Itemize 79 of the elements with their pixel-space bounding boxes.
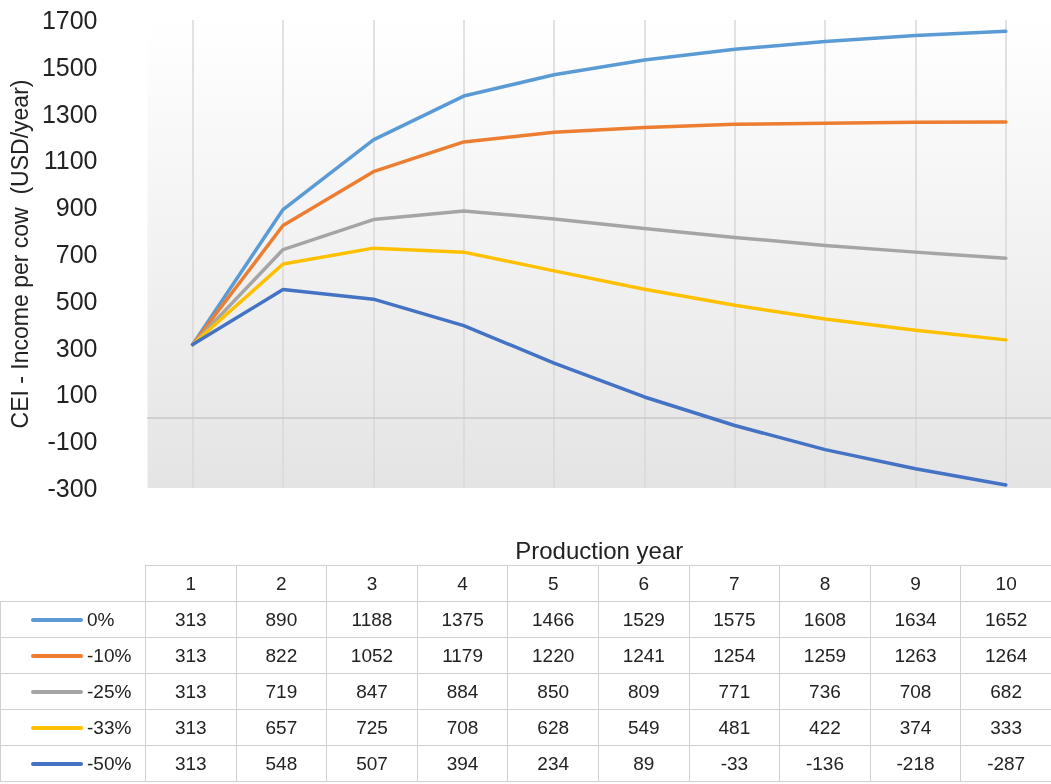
data-label: 394 [417,745,508,782]
x-tick-label: 1 [145,565,237,602]
data-label: 725 [326,709,418,746]
legend-label: -10% [87,644,132,666]
data-label: 1259 [779,637,871,674]
y-tick-label: 1700 [41,6,98,34]
data-label: 313 [145,673,237,710]
data-label: 333 [960,709,1051,746]
y-tick-label: 500 [55,286,98,315]
x-tick-label: 3 [326,565,418,602]
data-label: -287 [960,745,1051,782]
y-tick-label: 700 [55,240,98,268]
data-label: 1529 [598,601,690,638]
y-tick-label: -100 [47,427,98,456]
legend-label: -25% [87,680,132,702]
data-label: 708 [870,673,961,710]
x-axis-title: Production year [515,536,684,564]
y-tick-label: 1500 [41,52,98,81]
data-label: 771 [689,673,780,710]
data-label: 1466 [507,601,599,638]
data-label: -136 [779,745,871,782]
y-tick-label: 100 [55,380,98,409]
x-tick-label: 5 [507,565,599,602]
data-label: 422 [779,709,871,746]
y-tick-label: 300 [55,333,98,362]
data-label: 234 [507,745,599,782]
data-label: -33 [689,745,780,782]
data-label: 89 [598,745,690,782]
data-label: 682 [960,673,1051,710]
data-label: 884 [417,673,508,710]
legend-label: 0% [87,608,115,630]
data-label: 847 [326,673,418,710]
data-label: 1608 [779,601,871,638]
data-label: 313 [145,601,237,638]
data-label: 1264 [960,637,1051,674]
x-tick-label: 7 [689,565,780,602]
data-label: 549 [598,709,690,746]
data-label: 313 [145,709,237,746]
data-label: 1254 [689,637,780,674]
data-label: 719 [236,673,327,710]
data-label: 481 [689,709,780,746]
legend-label: -50% [87,752,132,774]
x-tick-label: 6 [598,565,690,602]
data-label: 628 [507,709,599,746]
y-axis-title: CEI - Income per cow (USD/year) [6,79,33,429]
line-series [190,287,1008,487]
data-label: -218 [870,745,961,782]
data-label: 313 [145,745,237,782]
x-tick-label: 2 [236,565,327,602]
y-tick-label: 900 [55,193,98,222]
y-tick-label: -300 [47,474,98,502]
x-tick-label: 10 [960,565,1051,602]
data-label: 1652 [960,601,1051,638]
x-tick-label: 4 [417,565,508,602]
y-tick-label: 1100 [43,146,98,175]
data-label: 1179 [417,637,508,674]
x-tick-label: 9 [870,565,961,602]
data-label: 548 [236,745,327,782]
data-label: 708 [417,709,508,746]
data-label: 890 [236,601,327,638]
data-label: 507 [326,745,418,782]
data-label: 1375 [417,601,508,638]
data-label: 736 [779,673,871,710]
legend-label: -33% [87,716,132,738]
data-label: 850 [507,673,599,710]
data-label: 374 [870,709,961,746]
data-label: 1188 [326,601,418,638]
data-label: 1575 [689,601,780,638]
data-label: 1052 [326,637,418,674]
data-label: 1220 [507,637,599,674]
data-label: 313 [145,637,237,674]
y-tick-label: 1300 [41,99,98,128]
data-label: 809 [598,673,690,710]
data-label: 1241 [598,637,690,674]
data-label: 657 [236,709,327,746]
data-label: 822 [236,637,327,674]
data-label: 1634 [870,601,961,638]
x-tick-label: 8 [779,565,871,602]
data-label: 1263 [870,637,961,674]
